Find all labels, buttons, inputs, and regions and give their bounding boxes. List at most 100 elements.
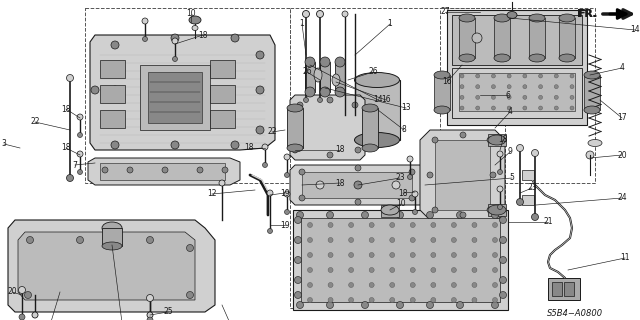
Circle shape	[349, 222, 354, 228]
Bar	[210, 85, 235, 103]
Circle shape	[172, 38, 178, 44]
Bar	[301, 218, 500, 302]
Circle shape	[256, 126, 264, 134]
Circle shape	[349, 298, 354, 302]
Text: 19: 19	[280, 188, 290, 197]
Circle shape	[305, 57, 315, 67]
Circle shape	[493, 237, 497, 243]
Circle shape	[570, 74, 574, 78]
Circle shape	[349, 237, 354, 243]
Circle shape	[507, 74, 511, 78]
Circle shape	[426, 301, 433, 308]
Circle shape	[554, 106, 558, 110]
Circle shape	[231, 141, 239, 149]
Text: 10: 10	[396, 199, 406, 209]
Circle shape	[397, 301, 403, 308]
Polygon shape	[302, 172, 412, 198]
Circle shape	[451, 237, 456, 243]
Circle shape	[410, 222, 415, 228]
Text: 6: 6	[506, 91, 511, 100]
Circle shape	[162, 167, 168, 173]
Bar	[564, 282, 574, 296]
Bar	[320, 62, 330, 92]
Ellipse shape	[102, 242, 122, 250]
Ellipse shape	[434, 71, 450, 79]
Circle shape	[397, 212, 403, 219]
Circle shape	[369, 237, 374, 243]
Text: 27: 27	[440, 7, 450, 17]
Circle shape	[493, 283, 497, 287]
Circle shape	[451, 222, 456, 228]
Circle shape	[554, 85, 558, 89]
Circle shape	[147, 317, 153, 320]
Text: 19: 19	[280, 220, 290, 229]
Bar	[381, 205, 399, 217]
Circle shape	[303, 98, 308, 102]
Circle shape	[352, 102, 358, 108]
Circle shape	[349, 252, 354, 258]
Circle shape	[328, 298, 333, 302]
Circle shape	[390, 237, 395, 243]
Ellipse shape	[332, 74, 340, 86]
Circle shape	[492, 74, 495, 78]
Circle shape	[77, 236, 83, 244]
Circle shape	[490, 172, 496, 178]
Text: 18: 18	[335, 179, 345, 188]
Bar	[210, 60, 235, 78]
Circle shape	[355, 199, 361, 205]
Circle shape	[451, 252, 456, 258]
Circle shape	[320, 57, 330, 67]
Circle shape	[111, 86, 119, 94]
Circle shape	[472, 222, 477, 228]
Circle shape	[354, 181, 362, 189]
Circle shape	[413, 210, 417, 214]
Circle shape	[296, 212, 303, 219]
Circle shape	[472, 298, 477, 302]
Circle shape	[294, 292, 301, 299]
Circle shape	[497, 204, 502, 210]
Ellipse shape	[434, 106, 450, 114]
Circle shape	[284, 154, 290, 160]
Circle shape	[507, 95, 511, 99]
Circle shape	[127, 167, 133, 173]
Circle shape	[432, 207, 438, 213]
Polygon shape	[290, 165, 425, 205]
Circle shape	[456, 212, 463, 219]
Circle shape	[328, 237, 333, 243]
Text: 9: 9	[508, 148, 513, 156]
Circle shape	[19, 314, 25, 320]
Circle shape	[77, 151, 83, 157]
Circle shape	[327, 97, 333, 103]
Circle shape	[492, 301, 499, 308]
Circle shape	[499, 276, 506, 284]
Ellipse shape	[192, 26, 198, 30]
Circle shape	[460, 212, 466, 218]
FancyArrowPatch shape	[610, 10, 626, 19]
Circle shape	[231, 34, 239, 42]
Ellipse shape	[355, 132, 399, 148]
Circle shape	[303, 11, 310, 18]
Circle shape	[294, 217, 301, 223]
Circle shape	[476, 74, 480, 78]
Circle shape	[307, 283, 312, 287]
Polygon shape	[420, 130, 505, 220]
Circle shape	[507, 85, 511, 89]
Circle shape	[369, 298, 374, 302]
Ellipse shape	[459, 14, 475, 22]
Circle shape	[492, 85, 495, 89]
Circle shape	[111, 141, 119, 149]
Circle shape	[586, 151, 594, 159]
Circle shape	[285, 172, 289, 178]
Circle shape	[390, 222, 395, 228]
Circle shape	[294, 276, 301, 284]
Circle shape	[392, 181, 400, 189]
Circle shape	[409, 169, 415, 175]
Text: 4: 4	[620, 63, 625, 73]
Circle shape	[77, 170, 83, 174]
Circle shape	[497, 186, 503, 192]
Circle shape	[173, 57, 177, 61]
Bar	[552, 282, 562, 296]
Bar	[355, 80, 400, 140]
Circle shape	[431, 268, 436, 273]
Ellipse shape	[381, 205, 399, 215]
